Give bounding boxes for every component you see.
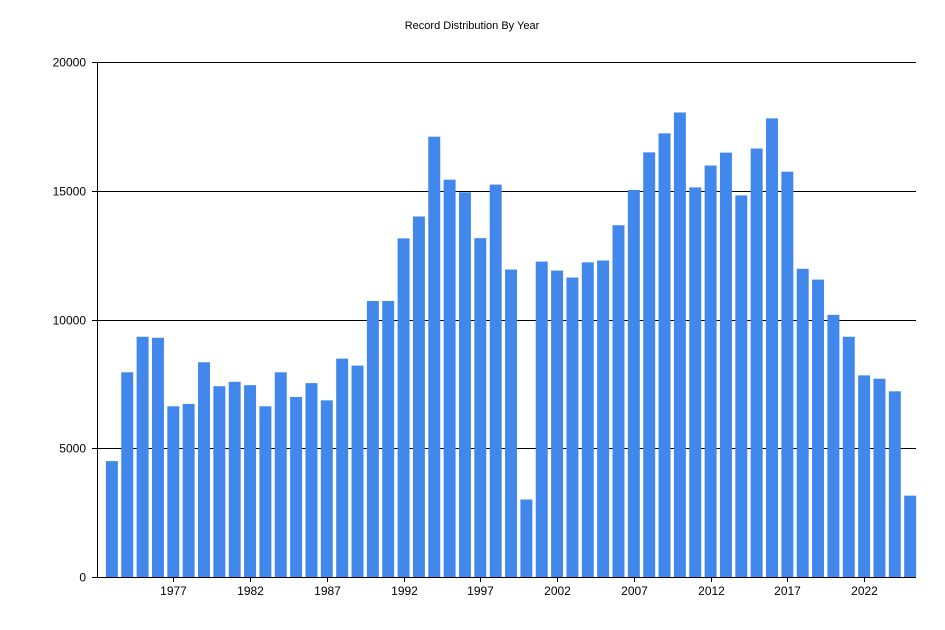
bars (105, 112, 917, 578)
bar-2005 (597, 260, 610, 577)
bar-1979 (198, 362, 210, 577)
bar-1977 (167, 406, 180, 577)
bar-1985 (290, 397, 303, 577)
bar-2004 (581, 262, 594, 577)
x-tick-label: 1977 (160, 584, 187, 598)
bar-2011 (689, 187, 702, 577)
bar-1996 (458, 192, 471, 578)
x-tick-label: 1997 (467, 584, 494, 598)
bar-1984 (274, 372, 287, 577)
bar-1998 (489, 184, 502, 577)
x-tick-label: 2002 (544, 584, 571, 598)
bar-1991 (382, 300, 395, 577)
bar-1994 (428, 136, 441, 577)
x-tick-label: 2007 (621, 584, 648, 598)
bar-2012 (704, 165, 717, 577)
bar-2023 (873, 378, 886, 577)
bar-2015 (750, 148, 763, 577)
bar-2009 (658, 133, 671, 577)
bar-2024 (888, 391, 901, 577)
bar-2013 (719, 152, 732, 577)
bar-1986 (305, 383, 318, 577)
bar-1990 (366, 300, 379, 577)
bar-2019 (812, 279, 825, 577)
bar-2025 (904, 495, 917, 577)
y-tick-label: 15000 (53, 185, 87, 199)
bar-2017 (781, 171, 794, 577)
bar-2010 (673, 112, 686, 577)
bar-2018 (796, 268, 809, 577)
y-tick-label: 0 (79, 571, 86, 585)
x-tick-label: 2022 (851, 584, 878, 598)
bar-1978 (182, 403, 195, 577)
bar-1974 (121, 372, 134, 577)
bar-1975 (136, 336, 149, 577)
bar-2001 (535, 261, 548, 577)
bar-1983 (259, 406, 272, 577)
x-tick-label: 1992 (391, 584, 418, 598)
bar-2016 (766, 118, 778, 577)
x-tick-label: 2017 (774, 584, 801, 598)
bar-1973 (105, 461, 118, 578)
bar-1995 (443, 179, 456, 577)
bar-1992 (397, 238, 410, 577)
bar-1980 (213, 386, 226, 577)
bar-2006 (612, 225, 625, 577)
bar-1999 (505, 269, 518, 577)
x-tick-label: 1987 (314, 584, 341, 598)
y-tick-label: 10000 (53, 314, 87, 328)
bar-2000 (520, 499, 533, 577)
bar-2022 (858, 375, 871, 577)
bar-1993 (412, 216, 425, 577)
bar-1988 (336, 358, 349, 577)
bar-2021 (842, 336, 855, 577)
bar-1982 (244, 385, 257, 577)
bar-2002 (551, 270, 564, 577)
bar-1976 (151, 337, 164, 577)
bar-2007 (627, 189, 640, 578)
bar-1989 (351, 365, 364, 577)
bar-2020 (827, 314, 840, 577)
x-tick-label: 2012 (698, 584, 725, 598)
chart-title: Record Distribution By Year (405, 20, 540, 32)
bar-2008 (643, 152, 656, 577)
bar-1987 (320, 400, 333, 577)
bar-2014 (735, 195, 748, 577)
bar-1981 (228, 381, 241, 577)
bar-1997 (474, 238, 487, 577)
bar-2003 (566, 277, 579, 577)
y-tick-label: 20000 (53, 56, 87, 70)
y-tick-label: 5000 (59, 442, 86, 456)
x-tick-label: 1982 (237, 584, 264, 598)
axes (92, 62, 916, 582)
x-tick-labels: 1977 1982 1987 1992 1997 2002 2007 2012 2017 2022 (160, 584, 878, 598)
y-tick-labels: 0 5000 10000 15000 20000 (53, 56, 87, 585)
